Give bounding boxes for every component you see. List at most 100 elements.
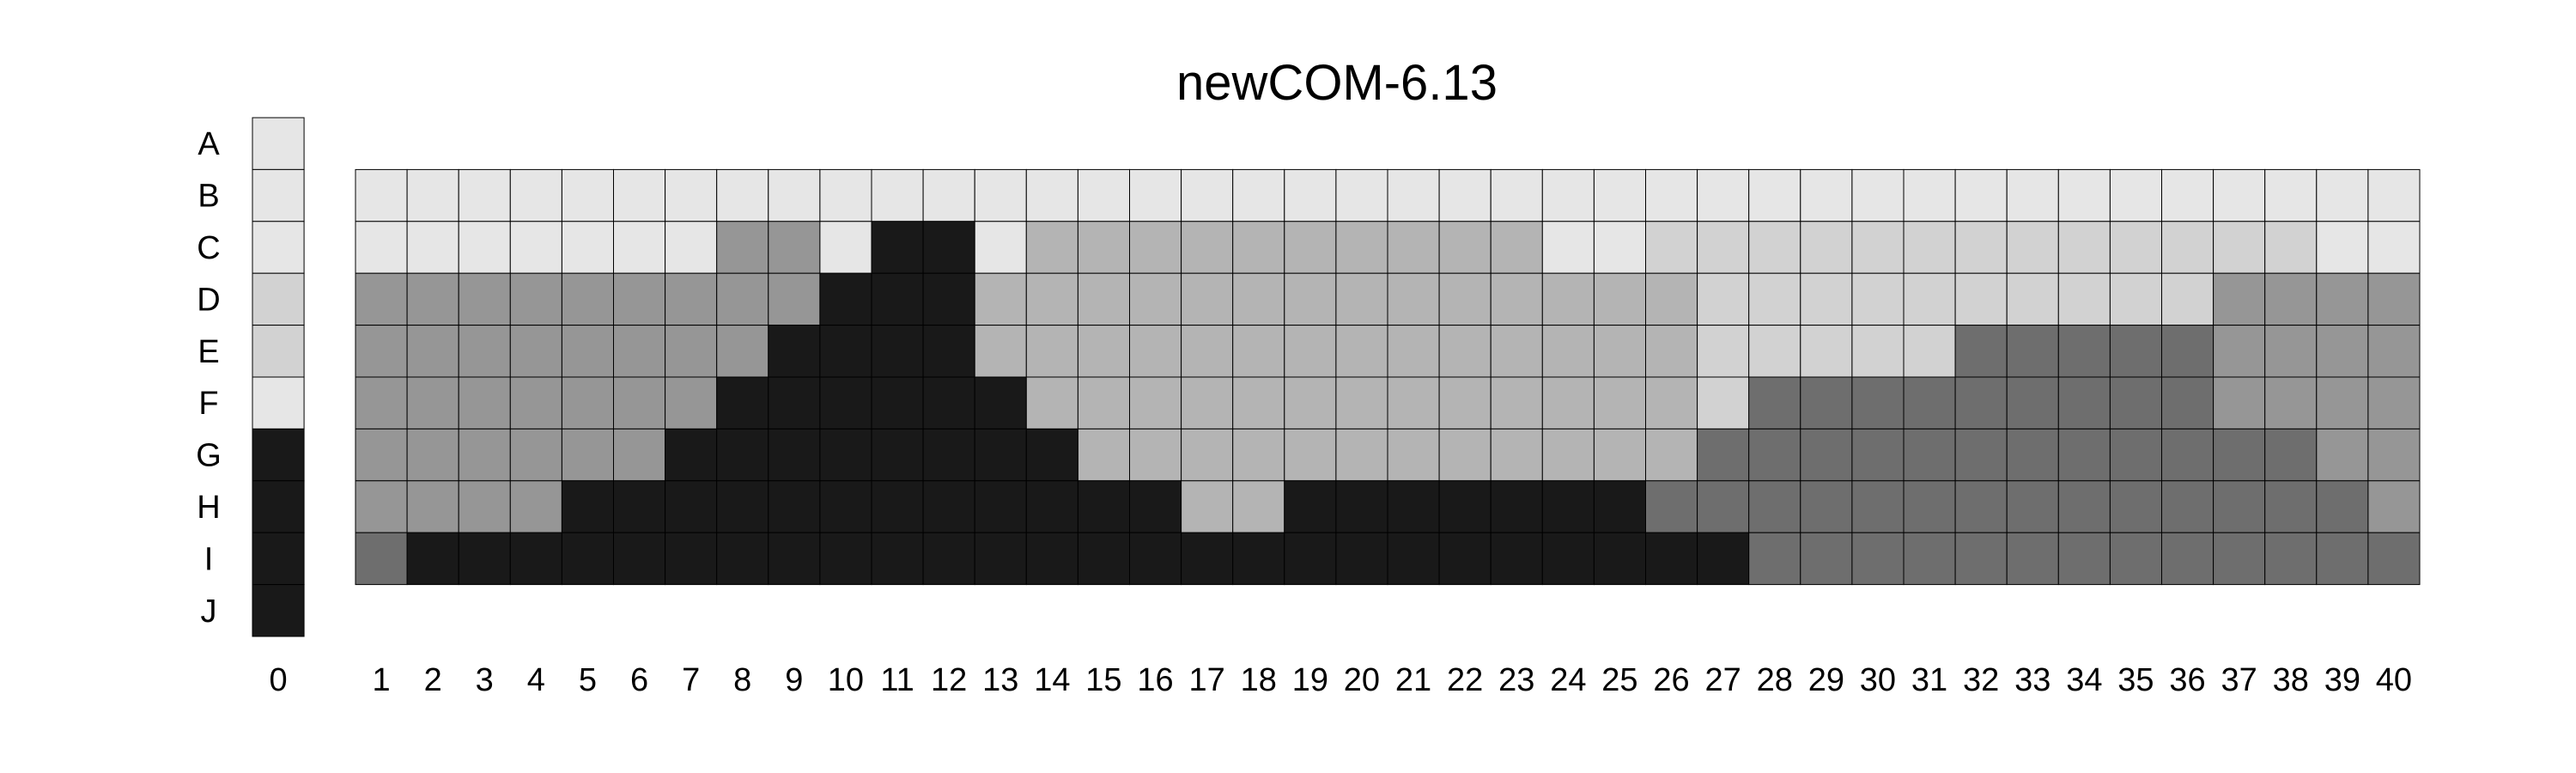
cell-g-14	[1025, 428, 1078, 482]
cell-e-28	[1748, 325, 1801, 378]
cell-d-1	[355, 272, 408, 326]
cell-d-7	[665, 272, 718, 326]
cell-f-20	[1335, 376, 1388, 429]
cell-h-5	[561, 480, 615, 533]
cell-h-40	[2367, 480, 2421, 533]
column-label-31: 31	[1911, 662, 1947, 698]
cell-i-2	[406, 532, 459, 586]
cell-i-29	[1800, 532, 1853, 586]
cell-d-36	[2161, 272, 2215, 326]
cell-f-24	[1541, 376, 1595, 429]
cell-d-24	[1541, 272, 1595, 326]
row-label-c: C	[197, 230, 220, 266]
cell-g-35	[2109, 428, 2162, 482]
key-cell-h	[252, 480, 305, 533]
cell-h-16	[1129, 480, 1182, 533]
column-label-35: 35	[2117, 662, 2154, 698]
column-label-7: 7	[682, 662, 700, 698]
cell-g-32	[1954, 428, 2008, 482]
key-cell-b	[252, 168, 305, 222]
cell-d-16	[1129, 272, 1182, 326]
cell-c-5	[561, 221, 615, 274]
cell-h-19	[1284, 480, 1337, 533]
cell-g-27	[1697, 428, 1750, 482]
cell-c-39	[2316, 221, 2369, 274]
cell-g-10	[819, 428, 872, 482]
cell-c-19	[1284, 221, 1337, 274]
cell-b-29	[1800, 168, 1853, 222]
cell-f-29	[1800, 376, 1853, 429]
cell-d-38	[2264, 272, 2318, 326]
cell-e-24	[1541, 325, 1595, 378]
column-label-39: 39	[2324, 662, 2360, 698]
key-cell-i	[252, 532, 305, 586]
cell-h-10	[819, 480, 872, 533]
key-column	[252, 117, 305, 637]
cell-b-36	[2161, 168, 2215, 222]
cell-f-14	[1025, 376, 1078, 429]
column-label-22: 22	[1447, 662, 1483, 698]
cell-h-14	[1025, 480, 1078, 533]
cell-h-39	[2316, 480, 2369, 533]
cell-h-1	[355, 480, 408, 533]
cell-c-21	[1387, 221, 1440, 274]
column-label-2: 2	[424, 662, 442, 698]
cell-f-19	[1284, 376, 1337, 429]
cell-d-28	[1748, 272, 1801, 326]
cell-g-20	[1335, 428, 1388, 482]
cell-c-36	[2161, 221, 2215, 274]
cell-e-11	[871, 325, 924, 378]
cell-h-38	[2264, 480, 2318, 533]
cell-g-17	[1181, 428, 1234, 482]
cell-f-12	[922, 376, 975, 429]
cell-f-2	[406, 376, 459, 429]
cell-i-23	[1490, 532, 1543, 586]
cell-d-25	[1593, 272, 1647, 326]
cell-c-13	[974, 221, 1027, 274]
cell-d-22	[1438, 272, 1492, 326]
cell-d-6	[613, 272, 666, 326]
cell-i-22	[1438, 532, 1492, 586]
column-label-17: 17	[1189, 662, 1225, 698]
cell-b-10	[819, 168, 872, 222]
cell-h-4	[509, 480, 562, 533]
cell-d-26	[1645, 272, 1698, 326]
cell-c-11	[871, 221, 924, 274]
cell-e-16	[1129, 325, 1182, 378]
cell-b-13	[974, 168, 1027, 222]
cell-e-2	[406, 325, 459, 378]
cell-f-15	[1077, 376, 1131, 429]
cell-h-27	[1697, 480, 1750, 533]
cell-h-29	[1800, 480, 1853, 533]
cell-f-4	[509, 376, 562, 429]
cell-i-12	[922, 532, 975, 586]
cell-b-8	[716, 168, 769, 222]
cell-g-40	[2367, 428, 2421, 482]
cell-g-3	[458, 428, 511, 482]
cell-b-40	[2367, 168, 2421, 222]
cell-b-19	[1284, 168, 1337, 222]
cell-d-27	[1697, 272, 1750, 326]
cell-d-9	[768, 272, 821, 326]
column-label-11: 11	[880, 662, 914, 698]
column-label-0: 0	[269, 662, 287, 698]
cell-i-8	[716, 532, 769, 586]
cell-h-30	[1851, 480, 1905, 533]
cell-f-37	[2213, 376, 2266, 429]
cell-h-26	[1645, 480, 1698, 533]
cell-c-32	[1954, 221, 2008, 274]
cell-d-10	[819, 272, 872, 326]
cell-c-25	[1593, 221, 1647, 274]
cell-h-37	[2213, 480, 2266, 533]
cell-b-2	[406, 168, 459, 222]
cell-i-27	[1697, 532, 1750, 586]
cell-c-24	[1541, 221, 1595, 274]
cell-c-18	[1232, 221, 1285, 274]
column-label-33: 33	[2014, 662, 2050, 698]
cell-b-35	[2109, 168, 2162, 222]
column-label-13: 13	[982, 662, 1018, 698]
cell-d-32	[1954, 272, 2008, 326]
cell-b-37	[2213, 168, 2266, 222]
cell-f-38	[2264, 376, 2318, 429]
cell-b-32	[1954, 168, 2008, 222]
